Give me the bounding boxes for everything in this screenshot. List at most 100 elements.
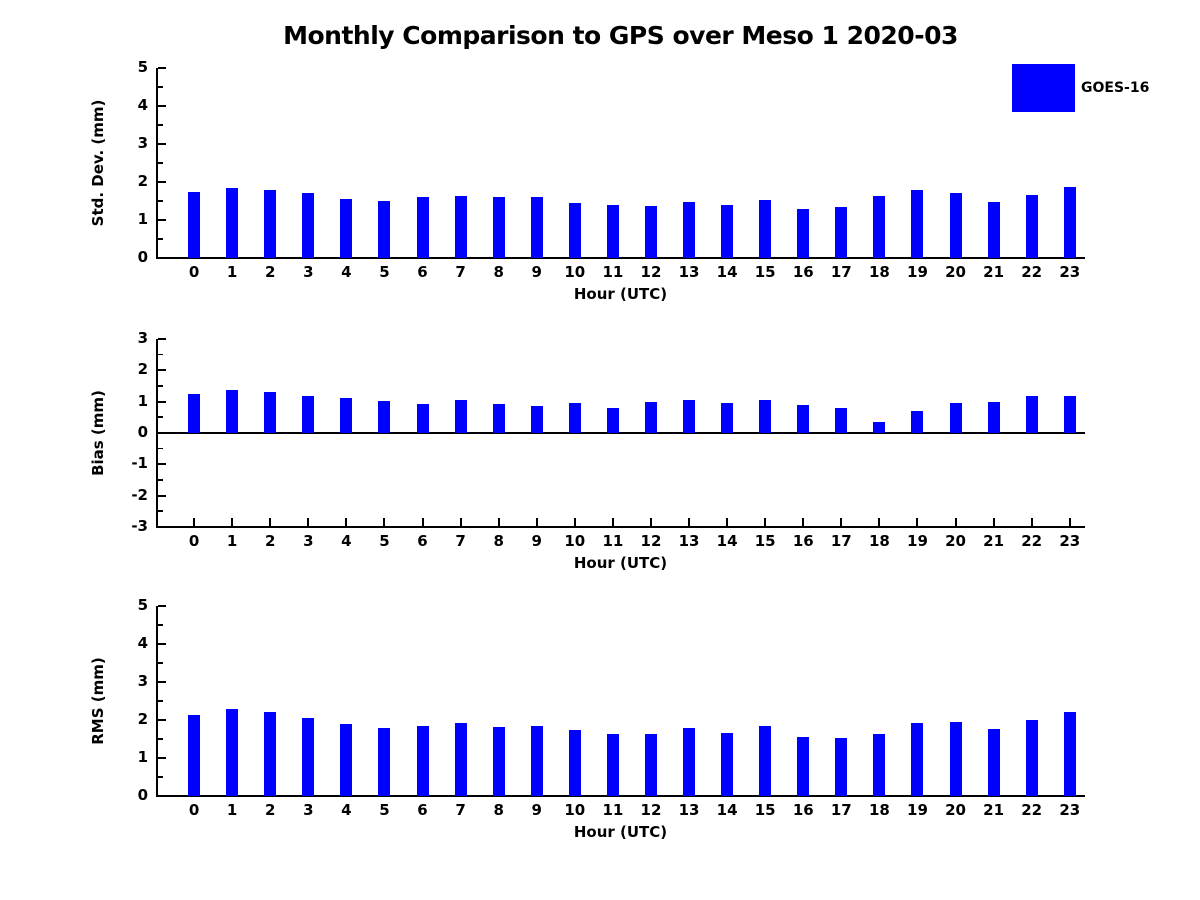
y-tick-label: 2	[137, 710, 148, 728]
y-tick	[158, 463, 166, 466]
y-axis-spine	[156, 68, 158, 259]
x-tick-label: 3	[303, 532, 314, 550]
bar-hour-14	[721, 402, 734, 433]
bar-hour-13	[683, 728, 696, 796]
x-tick	[193, 518, 196, 526]
y-minor-tick	[158, 385, 163, 387]
bar-hour-17	[835, 407, 848, 433]
x-tick-label: 0	[188, 801, 200, 819]
x-tick	[840, 518, 843, 526]
bar-hour-16	[797, 737, 810, 796]
bar-hour-15	[759, 400, 772, 433]
x-tick-label: 14	[716, 263, 738, 281]
bar-hour-10	[568, 203, 581, 258]
bar-hour-23	[1063, 186, 1076, 258]
x-tick	[307, 518, 310, 526]
bar-hour-6	[416, 403, 429, 433]
bar-hour-7	[454, 400, 467, 433]
x-axis-spine	[156, 795, 1085, 797]
x-axis-label: Hour (UTC)	[573, 285, 668, 303]
y-tick	[158, 219, 166, 221]
bar-hour-3	[302, 193, 315, 258]
x-tick-label: 8	[493, 263, 504, 281]
x-tick-label: 13	[678, 263, 700, 281]
x-tick-label: 4	[341, 532, 352, 550]
y-tick	[158, 494, 166, 497]
x-tick	[345, 518, 348, 526]
legend: GOES-16	[1012, 64, 1149, 112]
chart-title: Monthly Comparison to GPS over Meso 1 20…	[283, 21, 958, 50]
y-tick	[158, 67, 166, 69]
y-tick-label: 5	[137, 596, 148, 614]
bar-hour-10	[568, 729, 581, 796]
bar-hour-16	[797, 405, 810, 433]
x-tick	[916, 518, 919, 526]
x-tick-label: 6	[417, 532, 428, 550]
y-minor-tick	[158, 624, 163, 626]
y-minor-tick	[158, 776, 163, 778]
y-tick-label: 5	[137, 58, 148, 76]
y-minor-tick	[158, 353, 163, 356]
bar-hour-21	[987, 202, 1000, 258]
y-tick	[158, 643, 166, 645]
bar-hour-17	[835, 738, 848, 796]
x-tick	[992, 518, 995, 526]
x-tick-label: 19	[907, 263, 928, 281]
y-tick-label: 1	[137, 210, 148, 228]
x-tick	[535, 518, 538, 526]
bar-hour-1	[226, 389, 239, 433]
x-tick-label: 1	[226, 532, 238, 550]
bar-hour-22	[1025, 719, 1038, 796]
y-tick	[158, 719, 166, 721]
bar-hour-18	[873, 422, 886, 433]
x-tick-label: 23	[1059, 532, 1081, 550]
bar-hour-14	[721, 733, 734, 796]
y-tick	[158, 757, 166, 759]
x-tick-label: 7	[455, 801, 466, 819]
x-tick-label: 17	[830, 532, 852, 550]
bar-hour-17	[835, 207, 848, 258]
bar-hour-14	[721, 204, 734, 258]
bar-hour-16	[797, 209, 810, 258]
x-tick	[421, 518, 424, 526]
bar-hour-23	[1063, 711, 1076, 796]
x-tick-label: 16	[792, 263, 814, 281]
bar-hour-7	[454, 196, 467, 258]
x-axis-spine	[156, 526, 1085, 528]
y-tick-label: 3	[137, 672, 148, 690]
x-tick-label: 20	[945, 263, 966, 281]
bar-hour-19	[911, 190, 924, 258]
bar-hour-7	[454, 722, 467, 796]
y-minor-tick	[158, 200, 163, 202]
x-tick-label: 16	[792, 801, 814, 819]
x-tick	[231, 518, 234, 526]
x-tick	[649, 518, 652, 526]
x-tick-label: 15	[754, 532, 776, 550]
x-tick-label: 22	[1021, 532, 1043, 550]
x-tick-label: 17	[830, 263, 852, 281]
x-tick-label: 18	[868, 263, 890, 281]
bar-hour-12	[644, 402, 657, 433]
y-tick-label: -3	[131, 517, 148, 535]
bar-hour-19	[911, 411, 924, 433]
x-tick-label: 2	[265, 532, 276, 550]
x-tick	[764, 518, 767, 526]
x-tick-label: 11	[602, 801, 624, 819]
y-tick	[158, 338, 166, 340]
x-tick-label: 12	[640, 263, 662, 281]
y-tick	[158, 143, 166, 145]
x-tick-label: 13	[678, 532, 700, 550]
x-tick-label: 2	[265, 801, 276, 819]
bar-hour-21	[987, 729, 1000, 796]
bar-hour-6	[416, 196, 429, 258]
y-tick	[158, 369, 166, 372]
x-tick-label: 5	[379, 801, 390, 819]
bar-hour-5	[378, 201, 391, 258]
x-tick-label: 7	[455, 532, 466, 550]
x-tick	[269, 518, 272, 526]
y-minor-tick	[158, 124, 163, 126]
y-tick-label: 4	[137, 96, 148, 114]
bar-hour-0	[188, 394, 201, 433]
x-tick-label: 10	[564, 801, 586, 819]
